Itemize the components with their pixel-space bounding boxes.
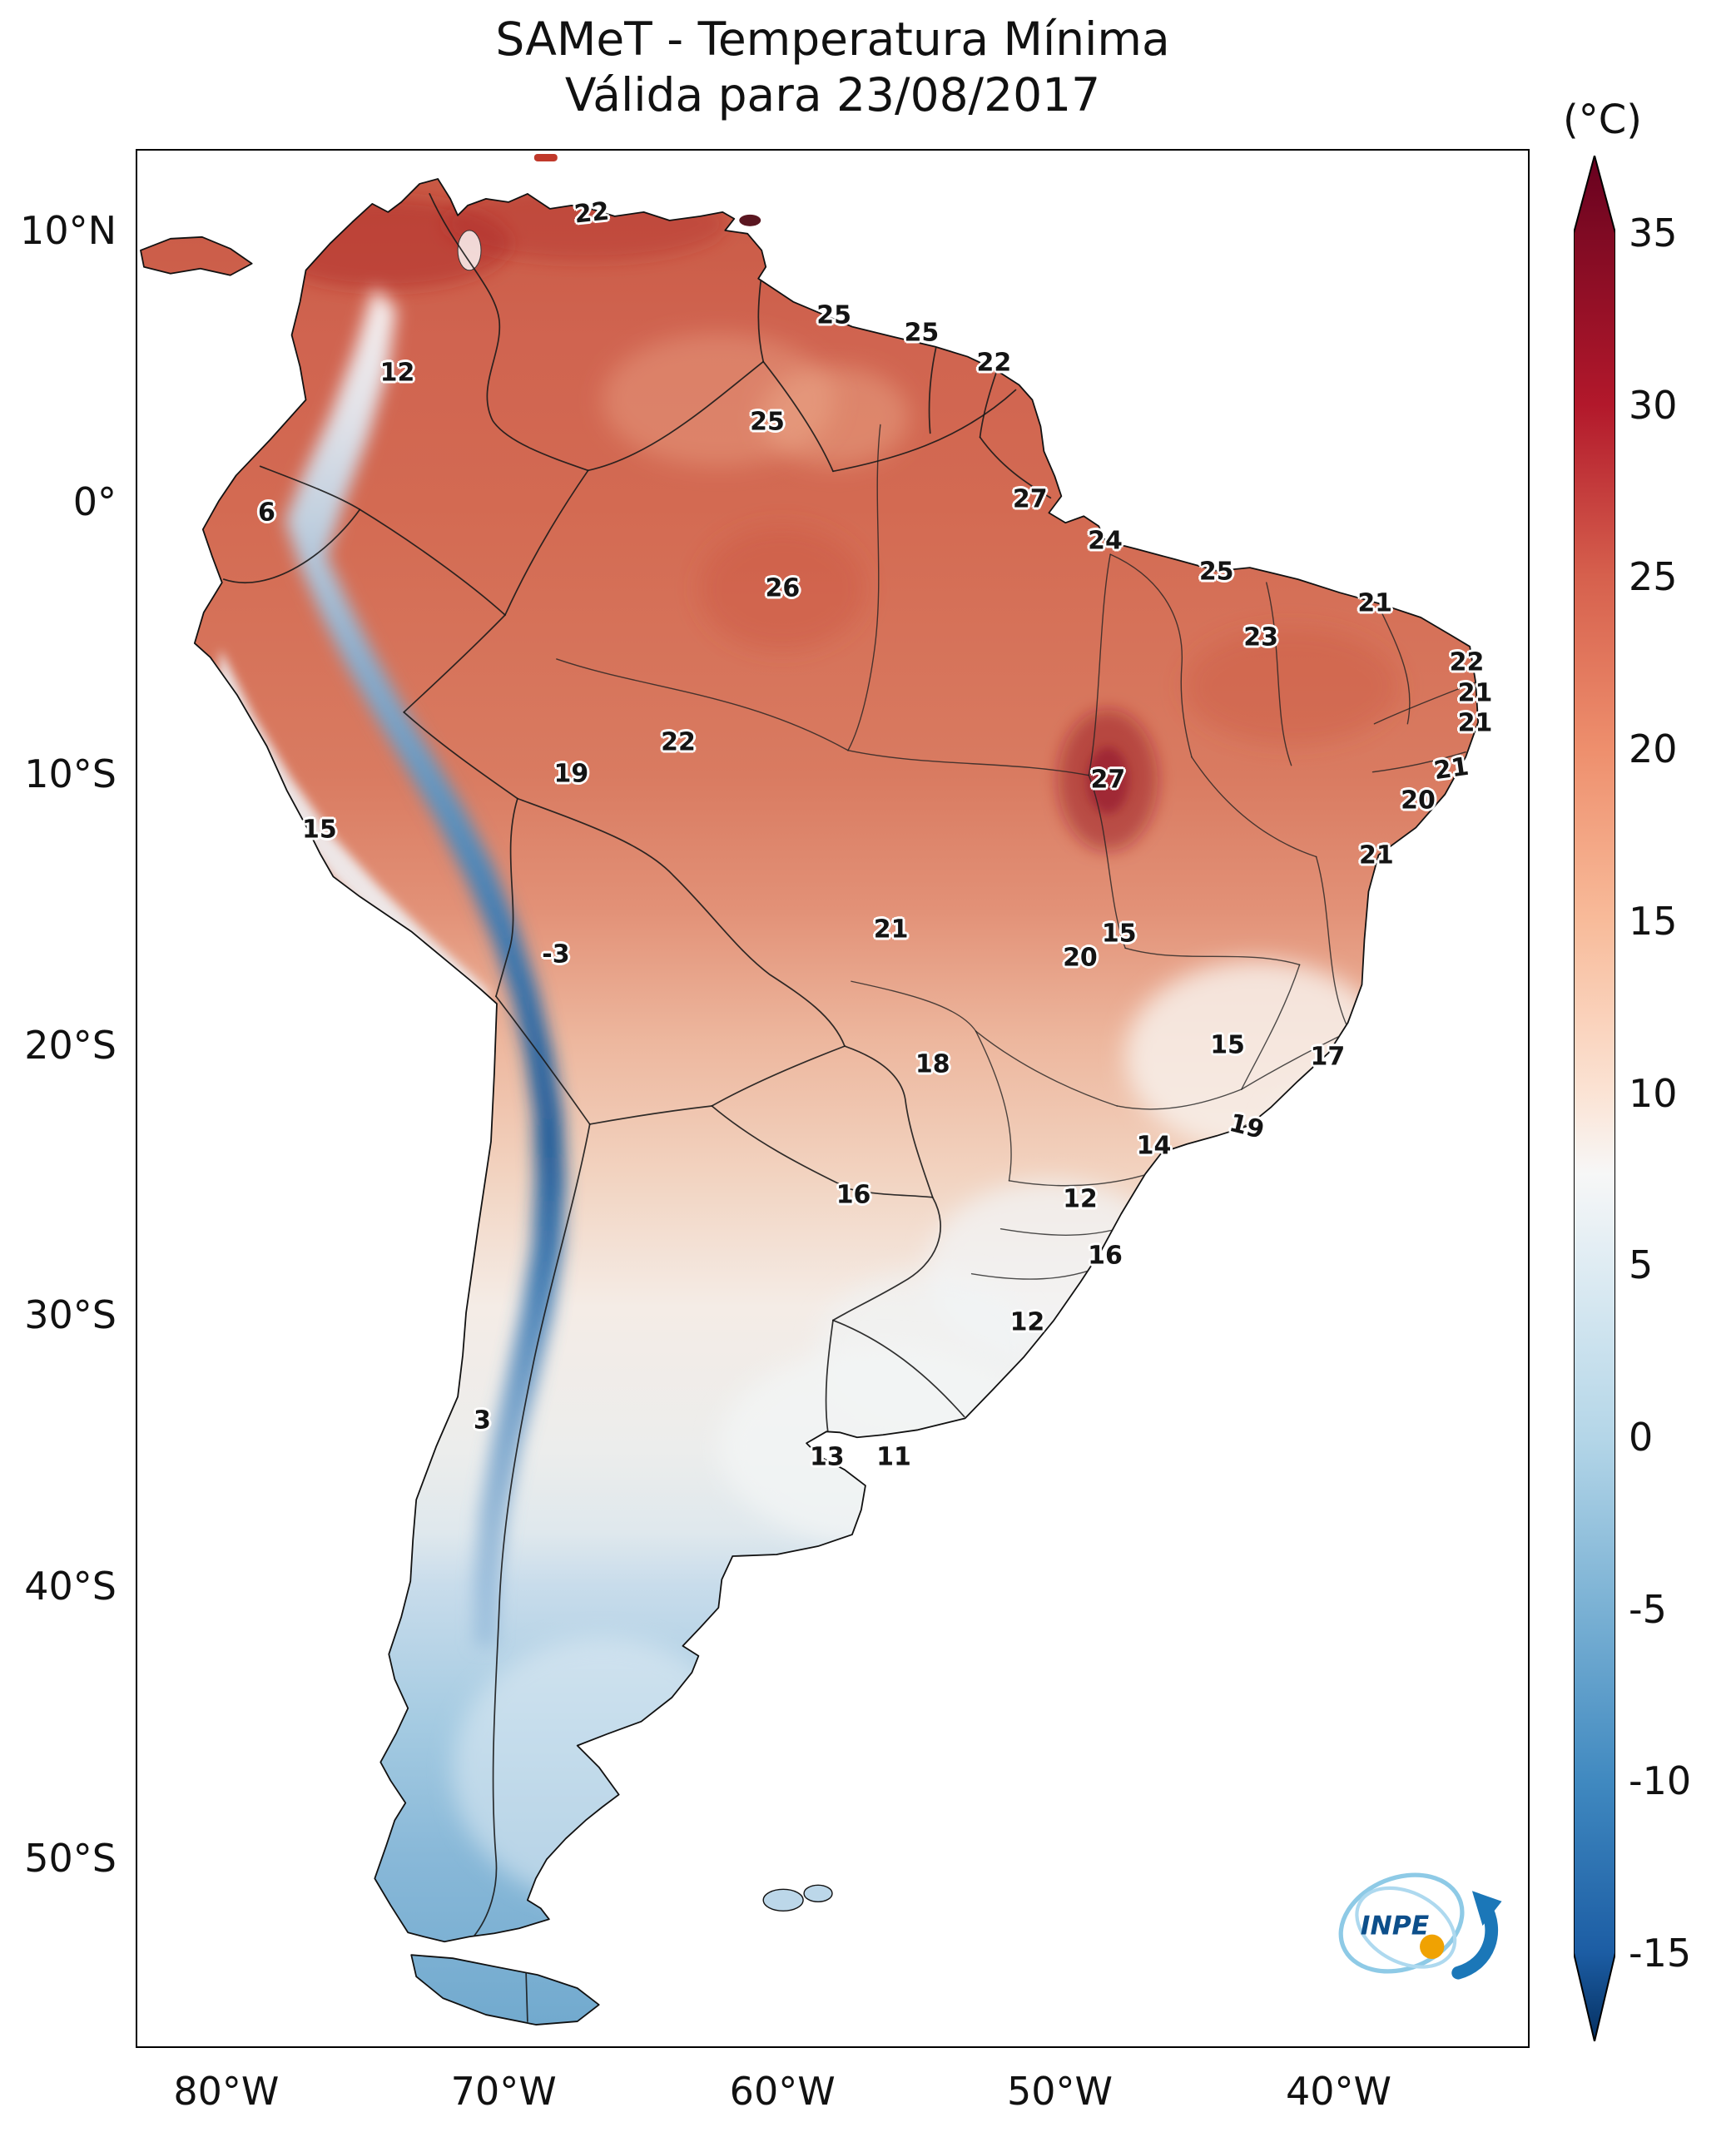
orbit-ellipse-icon [1355,1886,1457,1969]
temperature-label: 18 [915,1049,950,1079]
colorbar-gradient [1574,156,1615,2041]
arrow-head-icon [1471,1891,1502,1926]
temperature-label: 23 [1243,622,1279,652]
latitude-axis-label: 0° [72,479,117,525]
temperature-label: 25 [904,318,940,348]
inpe-logo: INPE [1327,1840,1510,2006]
map-title: SAMeT - Temperatura Mínima Válida para 2… [136,12,1530,123]
temperature-label: 15 [1101,919,1137,949]
latitude-axis-label: 40°S [24,1564,117,1609]
temperature-label: 16 [836,1180,871,1210]
temperature-label: 25 [1198,557,1234,587]
latitude-axis-label: 10°S [24,751,117,796]
temperature-label: 22 [1449,647,1485,677]
colorbar-tick-label: 35 [1629,211,1678,255]
colorbar-tick-label: 25 [1629,554,1678,600]
longitude-axis: 80°W 70°W 60°W 50°W 40°W [136,2069,1530,2127]
colorbar-tick-label: 20 [1629,726,1678,772]
temperature-label: 21 [1358,840,1394,870]
temperature-label: 27 [1012,484,1048,514]
temperature-label: 13 [809,1442,845,1472]
colorbar-tick-label: 0 [1629,1414,1654,1460]
temperature-label: 16 [1088,1241,1123,1271]
colorbar-tick-label: 30 [1629,382,1678,428]
longitude-axis-label: 50°W [1007,2069,1114,2114]
temperature-label: 22 [661,727,696,757]
temperature-label: 17 [1310,1042,1346,1072]
temperature-label: 12 [1009,1307,1045,1337]
temperature-label: 24 [1088,526,1123,556]
temperature-labels-layer: 22 12 25 25 22 25 27 24 25 21 23 22 21 21 6 26 22 19 27 21 2… [137,151,1528,2046]
map-title-line2: Válida para 23/08/2017 [564,68,1101,122]
colorbar [1574,156,1615,2041]
colorbar-ticks: 35 30 25 20 15 10 5 0 -5 -10 -15 [1629,156,1736,2041]
temperature-label: 15 [302,815,337,845]
temperature-label: 14 [1136,1131,1172,1161]
latitude-axis-label: 30°S [24,1292,117,1338]
temperature-label: 25 [750,407,785,437]
temperature-label: 20 [1063,943,1098,973]
latitude-axis-label: 20°S [24,1023,117,1069]
coastline [140,178,1480,2026]
temperature-label: 27 [1090,765,1126,795]
inpe-logo-graphic: INPE [1338,1872,1502,1980]
temperature-label: 21 [1431,751,1471,786]
temperature-label: 12 [379,358,415,388]
temperature-label: 6 [257,498,275,528]
temperature-label: 19 [553,759,589,789]
temperature-label: 3 [473,1406,491,1435]
latitude-axis-label: 10°N [20,208,117,254]
temperature-label: 21 [1457,708,1493,738]
temperature-label: 22 [573,196,611,230]
longitude-axis-label: 40°W [1286,2069,1392,2114]
longitude-axis-label: 60°W [729,2069,836,2114]
lake-maracaibo [457,230,482,271]
country-borders [222,193,1052,2022]
temperature-label: 26 [765,573,801,603]
temperature-label: 22 [976,348,1012,378]
orange-dot-icon [1420,1934,1445,1959]
temperature-label: 12 [1063,1184,1098,1214]
colorbar-tick-label: -15 [1629,1931,1692,1976]
temperature-label: -3 [542,940,570,969]
temperature-label: 15 [1210,1030,1245,1060]
map-frame: 22 12 25 25 22 25 27 24 25 21 23 22 21 21 6 26 22 19 27 21 2… [136,149,1530,2048]
latitude-axis-label: 50°S [24,1835,117,1881]
temperature-label: 11 [876,1442,911,1472]
temperature-label: 21 [1357,588,1393,618]
map-title-line1: SAMeT - Temperatura Mínima [495,12,1170,66]
temperature-label: 21 [1457,678,1493,707]
latitude-axis: 10°N 0° 10°S 20°S 30°S 40°S 50°S [0,149,125,2048]
longitude-axis-label: 80°W [173,2069,280,2114]
colorbar-unit-label: (°C) [1563,97,1642,143]
colorbar-tick-label: 15 [1629,898,1678,944]
inpe-logo-text: INPE [1361,1912,1430,1941]
temperature-label: 20 [1401,786,1436,816]
colorbar-tick-label: -10 [1629,1758,1692,1804]
south-america-map [140,153,1480,2026]
colorbar-tick-label: 5 [1629,1242,1654,1288]
andes-cold-band [285,287,566,1646]
longitude-axis-label: 70°W [450,2069,557,2114]
temperature-label: 21 [873,915,909,945]
colorbar-tick-label: -5 [1629,1586,1667,1632]
temperature-label: 19 [1226,1108,1267,1146]
islands [533,153,833,1912]
colorbar-tick-label: 10 [1629,1070,1678,1116]
temperature-label: 25 [816,300,852,330]
